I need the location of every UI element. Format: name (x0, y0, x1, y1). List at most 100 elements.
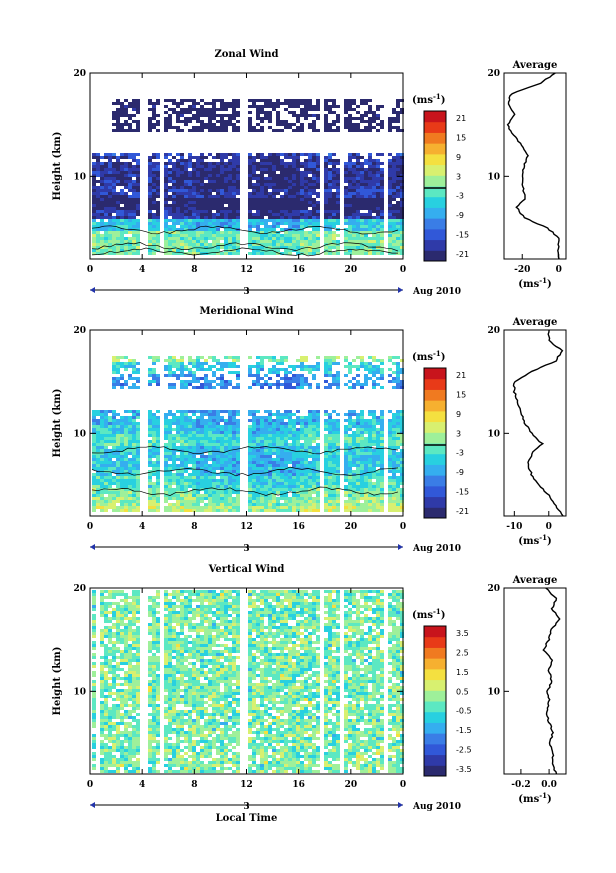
heatmap-cell (400, 437, 404, 440)
heatmap-cell (272, 368, 276, 371)
heatmap-cell (124, 452, 128, 455)
heatmap-cell (156, 476, 160, 479)
heatmap-cell (128, 156, 132, 159)
heatmap-cell (116, 419, 120, 422)
heatmap-cell (208, 431, 212, 434)
heatmap-cell (228, 207, 232, 210)
heatmap-cell (224, 428, 228, 431)
heatmap-cell (268, 174, 272, 177)
heatmap-cell (172, 186, 176, 189)
heatmap-cell (168, 440, 172, 443)
heatmap-cell (376, 153, 380, 156)
heatmap-cell (180, 111, 184, 114)
heatmap-cell (348, 479, 352, 482)
heatmap-cell (396, 386, 400, 389)
heatmap-cell (356, 246, 360, 249)
heatmap-cell (276, 249, 280, 252)
heatmap-cell (204, 240, 208, 243)
heatmap-cell (104, 482, 108, 485)
heatmap-cell (348, 240, 352, 243)
colorbar-tick-label: -21 (456, 250, 469, 259)
heatmap-cell (148, 479, 152, 482)
heatmap-cell (308, 419, 312, 422)
heatmap-cell (172, 192, 176, 195)
heatmap-cell (148, 371, 152, 374)
heatmap-cell (380, 228, 384, 231)
heatmap-cell (356, 252, 360, 255)
heatmap-cell (104, 216, 108, 219)
heatmap-cell (116, 356, 120, 359)
heatmap-cell (204, 102, 208, 105)
heatmap-cell (228, 174, 232, 177)
heatmap-cell (176, 410, 180, 413)
heatmap-cell (312, 171, 316, 174)
heatmap-cell (356, 443, 360, 446)
heatmap-cell (176, 419, 180, 422)
heatmap-cell (252, 99, 256, 102)
heatmap-cell (148, 413, 152, 416)
heatmap-cell (120, 105, 124, 108)
heatmap-cell (108, 201, 112, 204)
heatmap-cell (172, 171, 176, 174)
heatmap-cell (284, 434, 288, 437)
heatmap-cell (324, 222, 328, 225)
heatmap-cell (396, 380, 400, 383)
heatmap-cell (132, 458, 136, 461)
heatmap-cell (200, 467, 204, 470)
heatmap-cell (344, 425, 348, 428)
heatmap-cell (192, 228, 196, 231)
heatmap-cell (336, 162, 340, 165)
heatmap-cell (288, 174, 292, 177)
heatmap-cell (388, 117, 392, 120)
heatmap-cell (100, 171, 104, 174)
heatmap-cell (124, 180, 128, 183)
heatmap-cell (224, 425, 228, 428)
heatmap-cell (280, 431, 284, 434)
heatmap-cell (228, 198, 232, 201)
heatmap-cell (288, 168, 292, 171)
heatmap-cell (196, 207, 200, 210)
heatmap-cell (248, 467, 252, 470)
heatmap-cell (224, 222, 228, 225)
heatmap-cell (152, 177, 156, 180)
heatmap-cell (300, 461, 304, 464)
heatmap-cell (324, 356, 328, 359)
heatmap-cell (236, 177, 240, 180)
heatmap-cell (372, 117, 376, 120)
heatmap-cell (296, 117, 300, 120)
heatmap-cell (164, 482, 168, 485)
heatmap-cell (112, 222, 116, 225)
heatmap-cell (336, 234, 340, 237)
heatmap-cell (96, 464, 100, 467)
heatmap-cell (256, 419, 260, 422)
heatmap-cell (248, 126, 252, 129)
heatmap-cell (288, 240, 292, 243)
heatmap-cell (396, 458, 400, 461)
heatmap-cell (304, 419, 308, 422)
heatmap-cell (120, 386, 124, 389)
heatmap-cell (152, 156, 156, 159)
heatmap-cell (368, 201, 372, 204)
heatmap-cell (152, 201, 156, 204)
heatmap-cell (216, 249, 220, 252)
heatmap-cell (356, 192, 360, 195)
heatmap-cell (364, 422, 368, 425)
heatmap-cell (276, 243, 280, 246)
heatmap-cell (224, 234, 228, 237)
heatmap-cell (124, 443, 128, 446)
heatmap-cell (364, 189, 368, 192)
heatmap-cell (132, 413, 136, 416)
heatmap-cell (112, 419, 116, 422)
heatmap-cell (272, 464, 276, 467)
heatmap-cell (164, 464, 168, 467)
heatmap-cell (364, 428, 368, 431)
heatmap-cell (104, 416, 108, 419)
heatmap-cell (316, 485, 320, 488)
heatmap-cell (368, 153, 372, 156)
heatmap-cell (392, 183, 396, 186)
heatmap-cell (200, 410, 204, 413)
heatmap-cell (96, 419, 100, 422)
heatmap-cell (288, 123, 292, 126)
heatmap-cell (344, 189, 348, 192)
heatmap-cell (236, 153, 240, 156)
